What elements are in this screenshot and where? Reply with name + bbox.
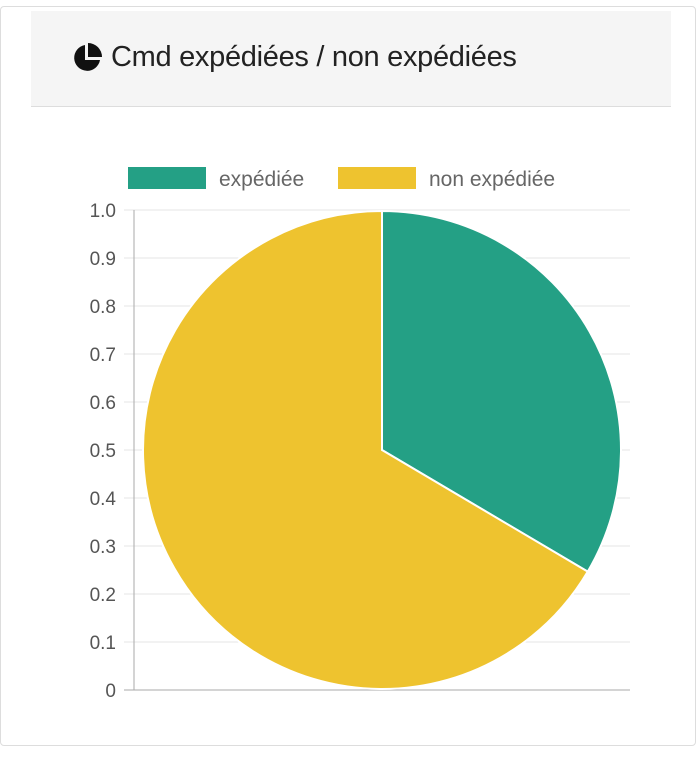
legend-swatch[interactable]: [338, 167, 416, 189]
legend-swatch[interactable]: [128, 167, 206, 189]
y-tick-label: 0.7: [90, 345, 116, 366]
pie-chart-icon: [71, 42, 103, 74]
pie-slice-expediee[interactable]: [381, 209, 622, 574]
y-tick-label: 0.8: [90, 297, 116, 318]
legend-label[interactable]: non expédiée: [429, 168, 555, 191]
panel-title: Cmd expédiées / non expédiées: [111, 41, 517, 73]
y-tick-label: 0.5: [90, 441, 116, 462]
pie-slice-non-expediee[interactable]: [142, 209, 590, 690]
y-tick-label: 0: [105, 681, 116, 702]
legend: expédiée non expédiée: [128, 167, 555, 191]
legend-label[interactable]: expédiée: [219, 168, 304, 191]
panel-heading-content: Cmd expédiées / non expédiées: [71, 41, 517, 74]
y-axis: 1.0 0.9 0.8 0.7 0.6 0.5 0.4 0.3 0.2 0.1 0: [90, 201, 135, 702]
y-tick-label: 0.6: [90, 393, 116, 414]
y-tick-label: 0.1: [90, 633, 116, 654]
y-tick-label: 0.2: [90, 585, 116, 606]
pie-slices: [142, 209, 622, 690]
y-tick-label: 0.9: [90, 249, 116, 270]
y-tick-label: 1.0: [90, 201, 116, 222]
y-tick-label: 0.4: [90, 489, 117, 510]
y-tick-label: 0.3: [90, 537, 116, 558]
panel-heading: Cmd expédiées / non expédiées: [31, 11, 671, 107]
